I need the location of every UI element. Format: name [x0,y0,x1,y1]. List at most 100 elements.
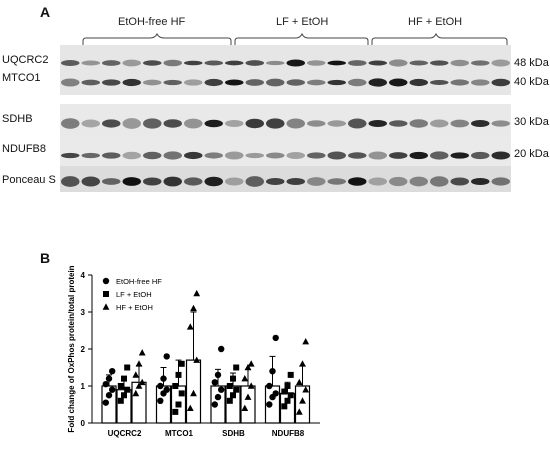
data-point [230,375,236,382]
blot-band [163,79,182,86]
blot-band [307,79,326,86]
blot-band [471,151,490,160]
legend-marker [103,291,109,297]
blot-band [163,119,182,128]
blot-band [102,152,121,159]
data-point [281,403,288,410]
blot-band [204,176,223,187]
y-axis-label: Fold change of OxPhos protein/total prot… [67,265,76,432]
data-point [272,390,279,397]
blot-band [61,78,80,87]
blot-strip-ponceau [60,166,511,192]
blot-band [368,177,387,186]
blot-band [286,177,305,186]
blot-band [102,79,121,86]
category-group-mtco1: MTCO1 [155,289,202,438]
data-point [226,397,233,404]
blot-band [389,152,408,159]
blot-band [61,60,80,66]
x-tick-label: MTCO1 [165,429,194,438]
blot-band [163,151,182,160]
data-point [102,380,110,388]
blot-band [307,152,326,159]
data-point [214,371,222,379]
blot-strip-ndufb8 [60,137,511,166]
data-point [132,371,140,378]
blot-band [266,152,285,159]
blot-band [163,59,182,67]
category-group-sdhb: SDHB [210,345,256,438]
blot-band [327,178,346,185]
data-point [124,386,131,393]
data-point [284,383,291,389]
data-point [244,393,252,400]
blot-band [471,120,490,127]
blot-band [389,120,408,127]
blot-band [409,119,428,128]
data-point [109,386,116,393]
data-point [218,386,225,393]
blot-band [81,79,100,86]
data-point [214,393,222,401]
kda-label-40: 40 kDa [514,76,549,88]
data-point [190,304,197,312]
data-point [132,389,140,397]
blot-band [204,119,223,128]
blot-band [143,118,162,129]
group-brackets [82,32,508,50]
blot-band [286,151,305,160]
protein-label-mtco1: MTCO1 [2,72,41,84]
western-blot-image [60,45,511,192]
blot-band [245,152,264,159]
blot-band [81,119,100,128]
blot-band [122,78,141,87]
protein-label-ndufb8: NDUFB8 [2,143,47,155]
protein-label-uqcrc2: UQCRC2 [2,54,49,66]
blot-band [266,60,285,66]
y-tick-label: 1 [81,382,86,391]
blot-band [245,118,264,129]
blot-band [245,60,264,66]
blot-band [348,78,367,87]
blot-band [430,80,449,85]
blot-band [450,177,469,186]
data-point [178,390,185,397]
data-point [175,401,182,408]
data-point [105,375,113,382]
y-tick-label: 2 [81,345,86,354]
data-point [186,323,194,330]
bracket-etoh-free-hf [82,32,232,50]
blot-band [81,60,100,66]
blot-band [450,79,469,86]
blot-band [61,118,80,129]
data-point [121,392,127,399]
blot-band [491,151,510,160]
blot-band [409,151,428,160]
blot-strip-uqcrc2-mtco1 [60,45,511,95]
bracket-lf-etoh [234,32,369,50]
blot-band [184,151,203,160]
data-point [163,386,170,393]
blot-band [450,119,469,128]
data-point [226,383,233,389]
data-point [233,386,240,393]
protein-label-sdhb: SDHB [2,113,33,125]
data-point [175,371,182,378]
blot-band [471,60,490,66]
data-point [247,382,255,389]
blot-band [348,60,367,66]
legend-label: EtOH-free HF [116,277,162,286]
blot-band [122,177,141,186]
data-point [160,375,167,382]
blot-band [225,177,244,186]
blot-band [327,60,346,66]
data-point [138,349,146,356]
blot-band [204,78,223,87]
panel-b-letter: B [40,250,51,266]
y-tick-label: 4 [81,271,86,280]
blot-band [471,177,490,186]
blot-band [286,118,305,129]
blot-band [61,152,80,159]
blot-band [348,177,367,186]
data-point [287,371,294,378]
